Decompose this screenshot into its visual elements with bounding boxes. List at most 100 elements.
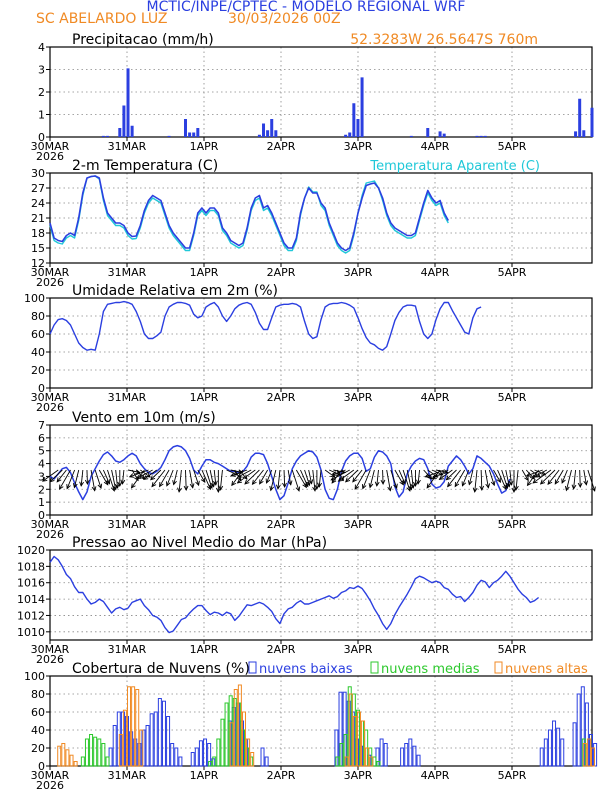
cloud-bar-medium — [208, 761, 213, 767]
wind-arrow — [259, 469, 269, 485]
wind-arrow — [376, 469, 379, 486]
wind-arrow-head — [591, 486, 596, 492]
wind-arrow-head — [571, 484, 577, 490]
precip-bar — [582, 130, 586, 137]
wind-arrow-head — [432, 472, 439, 478]
panel-3: 0 20 40 60 80 100 30MAR 31MAR 1APR 2APR 3APR 4APR 5A… — [24, 283, 593, 414]
precip-bar — [192, 132, 196, 137]
cloud-bar-high — [582, 743, 587, 767]
precip-bar — [188, 132, 192, 137]
x-tick-label: 5APR — [498, 643, 527, 656]
precip-bar — [426, 128, 430, 137]
x-tick-label: 31MAR — [108, 140, 147, 153]
precip-bar — [344, 134, 348, 137]
wind-arrow — [573, 469, 577, 489]
wind-arrow-head — [150, 475, 156, 481]
x-tick-label: 4APR — [421, 140, 450, 153]
wind-arrow-head — [345, 477, 351, 483]
x-tick-label: 4APR — [421, 769, 450, 782]
cloud-bar-high — [118, 734, 123, 767]
wind-arrow — [129, 469, 149, 478]
wind-arrow-head — [547, 479, 553, 485]
wind-arrow-head — [302, 482, 307, 489]
cloud-bar-high — [348, 693, 353, 767]
wind-arrow-head — [105, 479, 111, 485]
y-tick-label: 6 — [38, 432, 45, 445]
cloud-bar-high — [344, 756, 349, 767]
wind-arrow-head — [472, 487, 478, 493]
cloud-bar-low — [198, 740, 203, 767]
y-tick-label: 1010 — [17, 626, 45, 639]
wind-arrow-head — [183, 485, 189, 491]
wind-arrow-head — [337, 476, 343, 482]
wind-arrow — [369, 469, 375, 488]
cloud-bar-high — [139, 729, 144, 767]
cloud-bar-high — [586, 738, 591, 767]
wind-arrow — [304, 469, 310, 486]
wind-arrow-head — [525, 472, 532, 477]
y-tick-label: 18 — [31, 227, 45, 240]
precip-bar — [184, 119, 187, 137]
cloud-bar-high — [73, 761, 78, 767]
wind-arrow — [121, 469, 125, 484]
wind-arrow-head — [200, 477, 206, 483]
x-tick-label: 5APR — [498, 391, 527, 404]
wind-arrow — [197, 469, 206, 483]
wind-arrow — [345, 469, 359, 483]
wind-arrow — [234, 469, 242, 481]
wind-arrow-head — [210, 482, 216, 488]
cloud-bar-low — [556, 727, 561, 767]
precip-bar — [352, 103, 356, 137]
cloud-bar-medium — [339, 743, 344, 767]
x-tick-label: 3APR — [344, 769, 373, 782]
wind-arrow-head — [120, 479, 126, 485]
wind-arrow-head — [424, 473, 430, 478]
wind-arrow — [410, 469, 414, 488]
cloud-bar-low — [260, 747, 265, 767]
cloud-bar-medium — [84, 738, 89, 767]
wind-arrow-head — [352, 477, 358, 483]
wind-arrow — [354, 469, 367, 490]
cloud-bar-low — [572, 722, 577, 767]
wind-arrow-head — [218, 485, 224, 491]
wind-speed-line — [49, 444, 511, 501]
panel-title: Vento em 10m (m/s) — [72, 410, 216, 426]
y-tick-label: 20 — [31, 364, 45, 377]
wind-arrow — [330, 469, 350, 481]
wind-arrow — [454, 469, 466, 487]
wind-arrow-head — [251, 479, 257, 485]
cloud-bar-medium — [97, 738, 102, 767]
wind-arrow — [201, 469, 211, 490]
wind-arrow-head — [231, 480, 236, 487]
precip-bar — [167, 135, 171, 137]
panel-2: 12 15 18 21 24 27 30 30MAR 31MAR 1APR 2APR 3APR 4APR… — [31, 158, 593, 289]
wind-arrow-head — [554, 479, 560, 485]
wind-arrow-head — [213, 480, 218, 486]
cloud-bar-high — [131, 686, 136, 767]
x-tick-label: 2APR — [267, 266, 296, 279]
cloud-bar-high — [365, 747, 370, 767]
y-tick-label: 27 — [31, 182, 45, 195]
wind-arrow-head — [447, 482, 452, 488]
wind-arrow — [230, 469, 248, 477]
wind-arrow-head — [524, 475, 529, 482]
wind-arrow-head — [317, 482, 323, 488]
precip-bar — [590, 107, 594, 137]
wind-arrow — [446, 469, 457, 481]
wind-arrow-head — [56, 477, 62, 483]
cloud-bar-high — [250, 752, 255, 767]
wind-arrow — [244, 469, 260, 485]
cloud-bar-low — [379, 738, 384, 767]
precip-bar — [438, 131, 442, 137]
cloud-bar-low — [560, 738, 565, 767]
wind-arrow-head — [393, 483, 398, 490]
cloud-bar-high — [361, 720, 366, 767]
y-tick-label: 1016 — [17, 577, 45, 590]
wind-arrow-head — [230, 472, 236, 477]
x-tick-label: 4APR — [421, 266, 450, 279]
x-tick-label: 4APR — [421, 643, 450, 656]
cloud-bar-low — [383, 743, 388, 767]
y-tick-label: 3 — [38, 470, 45, 483]
wind-arrow — [426, 469, 441, 489]
y-tick-label: 1012 — [17, 609, 45, 622]
